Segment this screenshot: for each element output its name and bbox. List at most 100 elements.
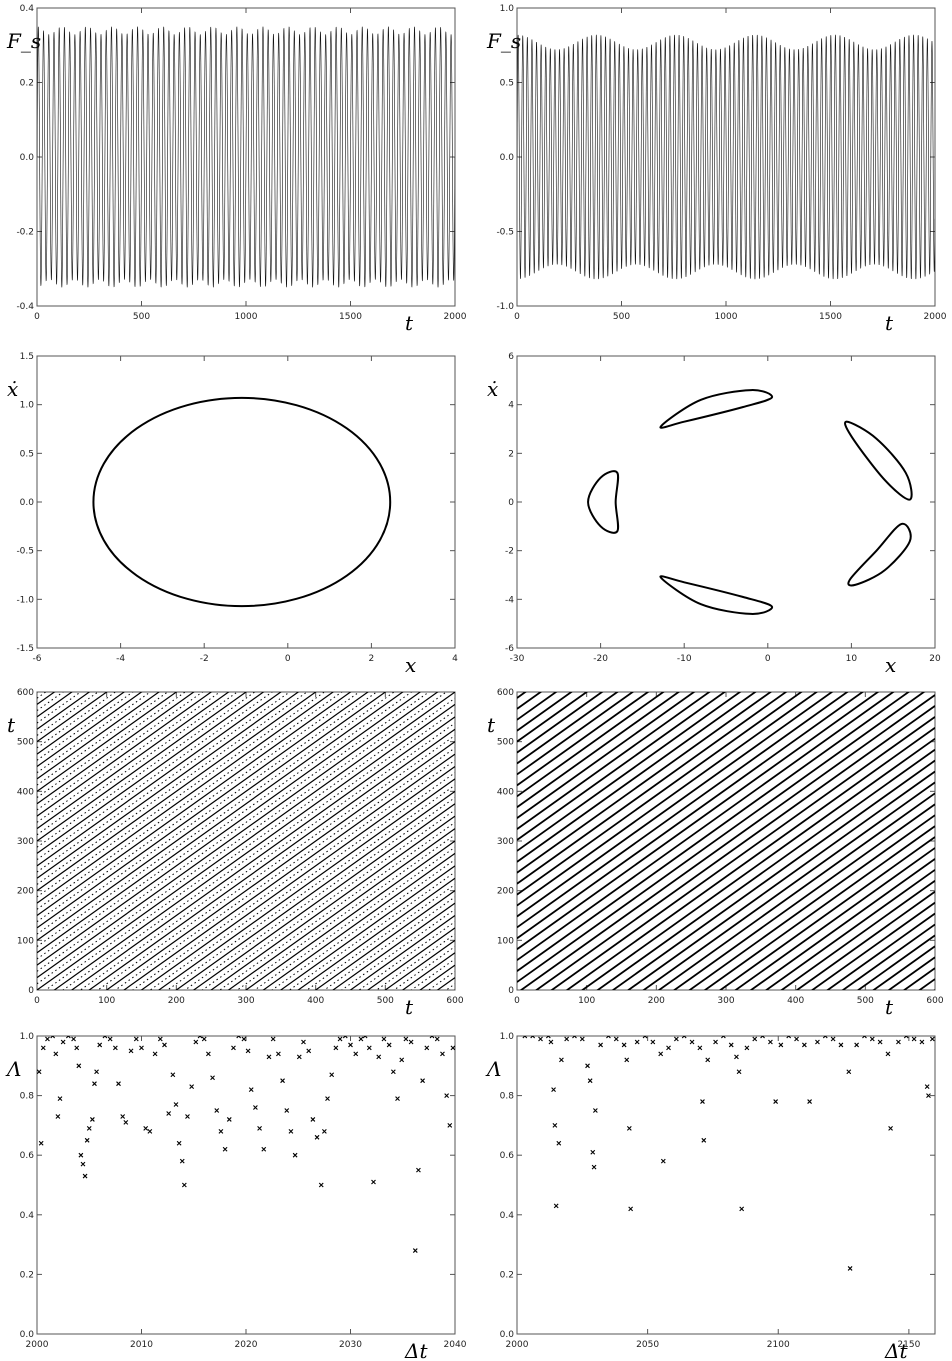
diagonal-trace: [88, 728, 455, 990]
y-tick-label: 0.0: [500, 153, 515, 163]
diagonal-trace: [519, 694, 935, 990]
diagonal-trace: [517, 692, 635, 776]
x-tick-label: 0: [285, 654, 291, 664]
data-point: [408, 1039, 414, 1045]
island-curve: [587, 470, 620, 534]
diagonal-trace: [902, 967, 935, 990]
data-point: [924, 1084, 930, 1090]
diagonal-trace: [749, 858, 935, 990]
diagonal-dots: [166, 784, 455, 990]
diagonal-trace: [332, 902, 455, 990]
diagonal-trace: [37, 692, 387, 941]
data-point: [700, 1099, 705, 1104]
diagonal-dots: [37, 692, 308, 885]
chart-panel-f: 0 100 200 300 400 500 600 0 100 200 300 400 500 600 t t: [487, 688, 944, 1019]
data-point: [689, 1039, 695, 1045]
x-tick-label: 500: [133, 312, 150, 322]
diagonal-trace: [517, 692, 604, 754]
diagonal-dots: [37, 692, 64, 712]
x-tick-label: 300: [717, 996, 734, 1006]
diagonal-dots: [37, 692, 430, 972]
x-tick-label: 2000: [444, 312, 467, 322]
y-axis-label: ẋ: [7, 377, 18, 401]
y-axis-label: F_s: [6, 29, 41, 53]
y-tick-label: 0.2: [20, 1270, 34, 1280]
data-point: [37, 1069, 42, 1075]
y-tick-label: 4: [508, 401, 514, 411]
diagonal-trace: [517, 692, 681, 808]
diagonal-trace: [157, 778, 455, 990]
y-tick-label: 0.8: [20, 1092, 35, 1102]
data-point: [551, 1087, 556, 1093]
diagonal-trace: [123, 753, 455, 990]
data-point: [40, 1045, 46, 1051]
x-tick-label: 2050: [636, 1340, 659, 1350]
diagonal-dots: [37, 692, 256, 848]
diagonal-dots: [358, 921, 455, 990]
diagonal-trace: [703, 825, 935, 990]
y-tick-label: 0.0: [20, 1330, 35, 1340]
diagonal-dots: [288, 871, 455, 990]
diagonal-trace: [37, 692, 178, 792]
data-point: [666, 1045, 671, 1051]
data-point: [556, 1140, 562, 1146]
data-point: [587, 1078, 593, 1084]
data-point: [76, 1063, 82, 1069]
data-point: [371, 1179, 376, 1185]
diagonal-trace: [37, 692, 248, 842]
data-point: [420, 1078, 425, 1084]
data-point: [80, 1161, 86, 1167]
diagonal-trace: [517, 692, 880, 951]
x-tick-label: 500: [377, 996, 394, 1006]
diagonal-dots: [37, 692, 221, 823]
data-point: [78, 1152, 84, 1158]
diagonal-trace: [37, 692, 91, 730]
x-tick-label: -4: [116, 654, 125, 664]
y-tick-label: -1.5: [16, 644, 34, 654]
x-tick-label: 1500: [339, 312, 362, 322]
data-point: [288, 1128, 294, 1134]
diagonal-trace: [734, 847, 935, 990]
diagonal-dots: [37, 388, 455, 686]
data-point: [929, 1036, 935, 1042]
data-point: [112, 1045, 118, 1051]
diagonal-dots: [37, 692, 326, 898]
x-tick-label: -20: [593, 654, 608, 664]
diagonal-dots: [428, 970, 455, 990]
plot-area: [92, 396, 392, 608]
x-tick-label: -10: [677, 654, 692, 664]
data-point: [116, 1081, 121, 1087]
data-point: [147, 1128, 153, 1134]
data-point: [162, 1042, 167, 1048]
data-point: [681, 1036, 687, 1039]
x-tick-label: 300: [237, 996, 254, 1006]
plot-area: [37, 1036, 455, 1253]
data-point: [794, 1036, 799, 1042]
diagonal-dots: [44, 697, 455, 990]
y-tick-label: -0.5: [16, 547, 34, 557]
x-tick-label: 2020: [235, 1340, 258, 1350]
data-point: [885, 1051, 891, 1057]
island-curve: [844, 420, 913, 501]
diagonal-dots: [236, 834, 455, 990]
data-point: [257, 1125, 262, 1131]
diagonal-trace: [517, 692, 819, 907]
data-point: [801, 1042, 807, 1048]
data-point: [310, 1117, 316, 1122]
diagonal-dots: [184, 797, 455, 990]
data-point: [292, 1152, 298, 1158]
data-point: [869, 1036, 875, 1042]
series-line: [517, 34, 935, 280]
y-tick-label: 6: [508, 352, 514, 362]
data-point: [241, 1036, 247, 1042]
x-tick-label: 0: [765, 654, 771, 664]
diagonal-trace: [517, 692, 803, 896]
data-point: [181, 1182, 187, 1188]
diagonal-dots: [37, 692, 273, 861]
data-point: [226, 1117, 232, 1122]
data-point: [896, 1039, 901, 1045]
diagonal-dots: [37, 692, 152, 774]
data-point: [444, 1093, 450, 1098]
x-tick-label: 2000: [26, 1340, 49, 1350]
x-tick-label: 2040: [444, 1340, 467, 1350]
